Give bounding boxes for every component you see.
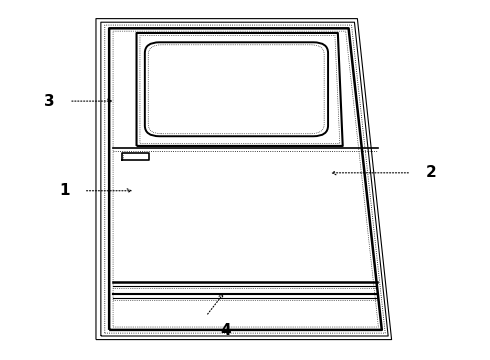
Text: 4: 4 [220, 323, 231, 338]
Text: 1: 1 [59, 183, 70, 198]
Text: 2: 2 [425, 165, 436, 180]
Text: 3: 3 [44, 94, 55, 109]
